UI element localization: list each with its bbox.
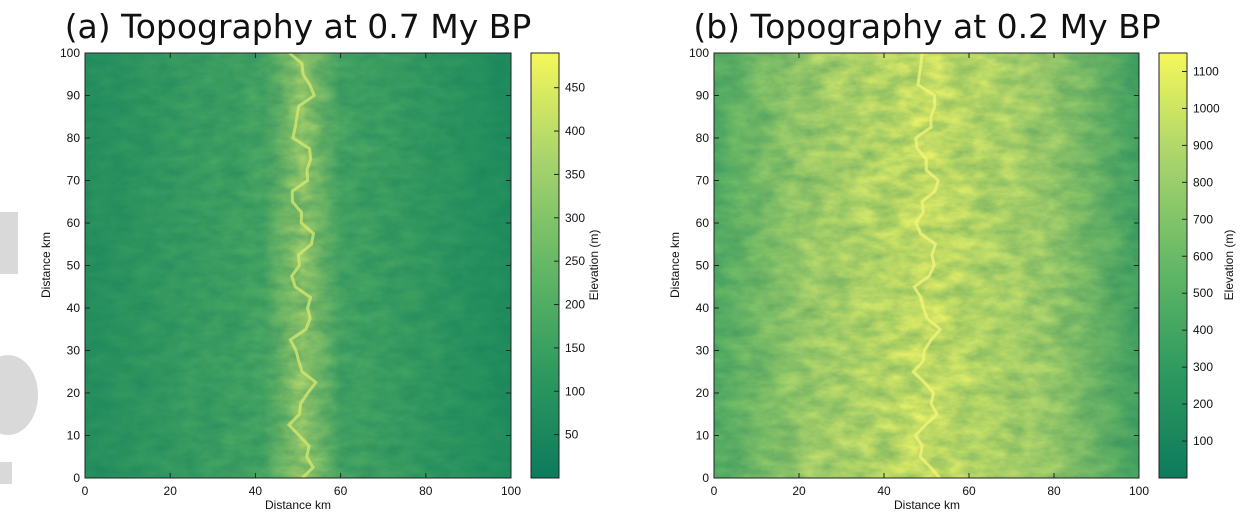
ridge-line: [286, 51, 319, 480]
y-tick-label: 20: [696, 386, 710, 400]
colorbar-ticks: 100 200 300 400 500 600 700 800 900 1000 1100: [1182, 64, 1220, 448]
colorbar-tick-label: 50: [565, 428, 579, 442]
colorbar-tick-label: 500: [1193, 286, 1213, 300]
chart-panel-b: (b) Topography at 0.2 My BP 0 20 40 60 80 100…: [668, 7, 1236, 512]
y-tick-label: 50: [696, 259, 710, 273]
x-tick-label: 20: [792, 484, 806, 498]
chart-title: (a) Topography at 0.7 My BP: [65, 7, 532, 46]
y-tick-label: 70: [67, 174, 81, 188]
y-tick-label: 60: [67, 216, 81, 230]
y-tick-label: 90: [67, 89, 81, 103]
y-axis: 0 10 20 30 40 50 60 70 80 90 100: [689, 46, 1139, 485]
heatmap-plot: [84, 51, 512, 480]
heatmap-texture: [714, 53, 1139, 478]
colorbar-tick-label: 900: [1193, 138, 1213, 152]
x-tick-label: 80: [419, 484, 433, 498]
colorbar-tick-label: 200: [565, 298, 585, 312]
x-tick-label: 100: [1129, 484, 1149, 498]
colorbar-tick-label: 250: [565, 254, 585, 268]
colorbar-gradient: [1158, 52, 1188, 479]
colorbar-tick-label: 1100: [1193, 64, 1219, 78]
y-tick-label: 70: [696, 174, 710, 188]
x-tick-label: 40: [249, 484, 263, 498]
x-axis-label: Distance km: [894, 498, 960, 512]
y-tick-label: 40: [696, 301, 710, 315]
colorbar-label: Elevation (m): [587, 230, 601, 301]
x-axis: 0 20 40 60 80 100: [82, 53, 521, 498]
y-tick-label: 20: [67, 386, 81, 400]
y-tick-label: 60: [696, 216, 710, 230]
colorbar-ticks: 50 100 150 200 250 300 350 400 450: [554, 81, 585, 442]
colorbar-tick-label: 1000: [1193, 101, 1220, 115]
y-tick-label: 40: [67, 301, 81, 315]
colorbar-label: Elevation (m): [1222, 230, 1236, 301]
chart-title: (b) Topography at 0.2 My BP: [693, 7, 1160, 46]
y-tick-label: 90: [696, 89, 710, 103]
colorbar-tick-label: 700: [1193, 212, 1213, 226]
colorbar-tick-label: 450: [565, 81, 585, 95]
colorbar-tick-label: 400: [565, 124, 585, 138]
y-tick-label: 50: [67, 259, 81, 273]
y-axis-label: Distance km: [39, 232, 53, 298]
colorbar-tick-label: 100: [1193, 434, 1213, 448]
x-tick-label: 20: [164, 484, 178, 498]
colorbar-tick-label: 300: [1193, 360, 1213, 374]
x-tick-label: 100: [501, 484, 521, 498]
colorbar-tick-label: 400: [1193, 323, 1213, 337]
ridge-line: [911, 52, 943, 479]
x-tick-label: 60: [334, 484, 348, 498]
drainage-divide: [286, 51, 319, 480]
y-tick-label: 100: [60, 46, 80, 60]
colorbar-tick-label: 600: [1193, 249, 1213, 263]
x-axis-label: Distance km: [265, 498, 331, 512]
y-tick-label: 100: [689, 46, 709, 60]
heatmap-plot: [713, 52, 1140, 479]
colorbar-tick-label: 100: [565, 384, 585, 398]
y-axis: 0 10 20 30 40 50 60 70 80 90 100: [60, 46, 511, 485]
x-tick-label: 40: [877, 484, 891, 498]
y-tick-label: 30: [67, 344, 81, 358]
drainage-divide: [911, 52, 943, 479]
x-tick-label: 60: [962, 484, 976, 498]
x-tick-label: 0: [82, 484, 89, 498]
edge-decoration: [0, 212, 38, 484]
y-tick-label: 30: [696, 344, 710, 358]
colorbar-tick-label: 300: [565, 211, 585, 225]
chart-panel-a: (a) Topography at 0.7 My BP 0 20 40 60 80 100…: [39, 7, 601, 512]
colorbar: 50 100 150 200 250 300 350 400 450 Elevation (m): [530, 52, 601, 479]
y-tick-label: 80: [696, 131, 710, 145]
y-tick-label: 10: [67, 429, 81, 443]
y-tick-label: 0: [73, 471, 80, 485]
colorbar-tick-label: 800: [1193, 175, 1213, 189]
colorbar-tick-label: 350: [565, 167, 585, 181]
y-axis-label: Distance km: [668, 232, 682, 298]
colorbar-tick-label: 200: [1193, 397, 1213, 411]
x-axis: 0 20 40 60 80 100: [711, 53, 1149, 498]
x-tick-label: 80: [1047, 484, 1061, 498]
x-tick-label: 0: [711, 484, 718, 498]
colorbar-gradient: [530, 52, 560, 479]
y-tick-label: 0: [702, 471, 709, 485]
colorbar-tick-label: 150: [565, 341, 585, 355]
colorbar: 100 200 300 400 500 600 700 800 900 1000 1100 Elev…: [1158, 52, 1236, 479]
y-tick-label: 10: [696, 429, 710, 443]
y-tick-label: 80: [67, 131, 81, 145]
